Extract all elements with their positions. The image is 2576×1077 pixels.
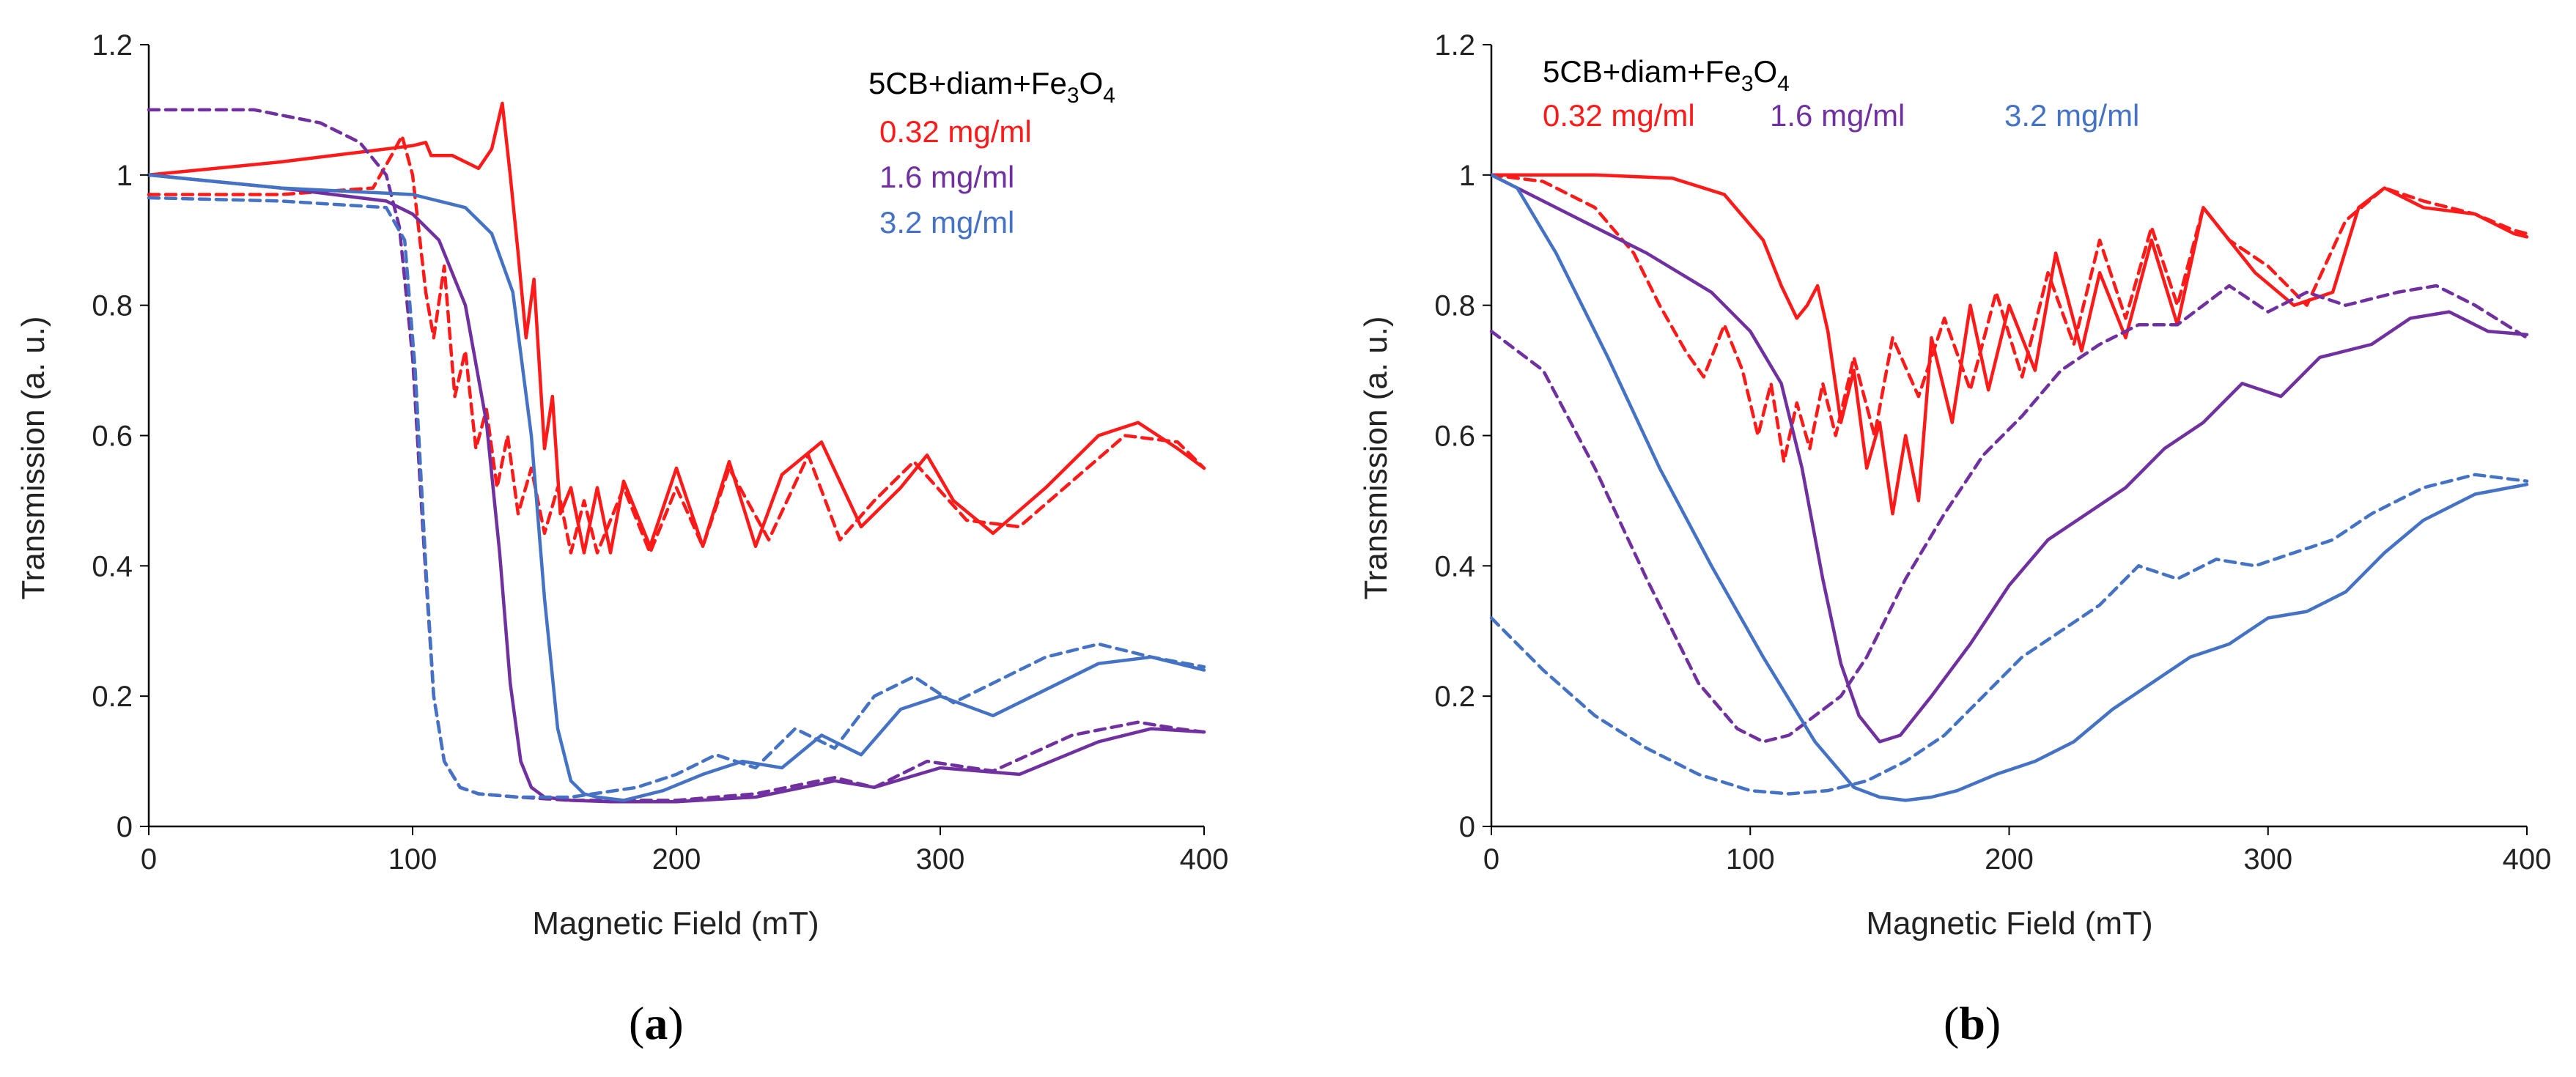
chart-panel-a: 0 100 200 300 400 0 0.2 0.4 0.6 0.8 1 1.2 Magnetic … [15, 29, 1228, 1049]
axes-b [1490, 45, 2527, 828]
legend-entry-a-2: 3.2 mg/ml [879, 205, 1014, 240]
series-line-b-5 [1489, 473, 2529, 796]
x-axis-label-b: Magnetic Field (mT) [1866, 906, 2152, 941]
y-tick-label-a-2: 0.4 [92, 550, 133, 582]
series-line-b-2 [1489, 173, 2529, 744]
x-axis-label-a: Magnetic Field (mT) [532, 906, 819, 941]
y-tick-label-a-1: 0.2 [92, 681, 133, 713]
legend-title-a: 5CB+diam+Fe3O4 [868, 66, 1115, 108]
ticks-a: 0 100 200 300 400 0 0.2 0.4 0.6 0.8 1 1.2 [92, 29, 1228, 876]
series-line-a-4 [147, 173, 1206, 802]
x-tick-label-a-2: 200 [652, 843, 701, 876]
series-line-a-3 [147, 108, 1206, 802]
panel-label-a: (a) [629, 997, 684, 1049]
y-tick-label-b-4: 0.8 [1434, 290, 1475, 322]
series-line-b-0 [1489, 173, 2529, 516]
y-axis-label-b: Transmission (a. u.) [1358, 316, 1394, 599]
series-line-b-4 [1489, 173, 2529, 802]
y-tick-label-a-5: 1 [117, 160, 133, 192]
series-line-a-0 [147, 101, 1206, 555]
legend-entry-b-0: 0.32 mg/ml [1543, 98, 1695, 133]
y-axis-label-a: Transmission (a. u.) [15, 316, 51, 599]
x-tick-label-a-1: 100 [388, 843, 438, 876]
legend-entry-a-0: 0.32 mg/ml [879, 114, 1032, 149]
y-tick-label-b-6: 1.2 [1434, 29, 1475, 62]
y-tick-label-b-1: 0.2 [1434, 681, 1475, 713]
y-tick-label-a-0: 0 [117, 811, 133, 843]
series-line-a-1 [147, 134, 1206, 555]
y-tick-label-b-2: 0.4 [1434, 550, 1475, 582]
x-tick-label-b-1: 100 [1726, 843, 1775, 876]
x-tick-label-b-0: 0 [1483, 843, 1499, 876]
y-tick-label-b-5: 1 [1459, 160, 1475, 192]
x-tick-label-a-4: 400 [1180, 843, 1229, 876]
legend-title-b: 5CB+diam+Fe3O4 [1543, 54, 1790, 96]
x-tick-label-a-3: 300 [916, 843, 965, 876]
series-layer-a [147, 101, 1206, 804]
series-line-b-3 [1489, 284, 2529, 744]
legend-entry-b-2: 3.2 mg/ml [2004, 98, 2139, 133]
series-line-a-5 [147, 196, 1206, 799]
x-tick-label-b-3: 300 [2243, 843, 2292, 876]
legend-a: 5CB+diam+Fe3O4 0.32 mg/ml 1.6 mg/ml 3.2 … [868, 66, 1115, 240]
y-tick-label-b-0: 0 [1459, 811, 1475, 843]
y-tick-label-a-6: 1.2 [92, 29, 133, 62]
y-tick-label-a-3: 0.6 [92, 421, 133, 453]
y-tick-label-b-3: 0.6 [1434, 421, 1475, 453]
y-tick-label-a-4: 0.8 [92, 290, 133, 322]
x-tick-label-b-4: 400 [2503, 843, 2552, 876]
x-tick-label-b-2: 200 [1985, 843, 2034, 876]
series-line-b-1 [1489, 173, 2529, 464]
x-tick-label-a-0: 0 [141, 843, 157, 876]
legend-entry-b-1: 1.6 mg/ml [1770, 98, 1905, 133]
legend-b: 5CB+diam+Fe3O4 0.32 mg/ml 1.6 mg/ml 3.2 … [1543, 54, 2139, 133]
series-layer-b [1489, 173, 2529, 802]
ticks-b: 0 100 200 300 400 0 0.2 0.4 0.6 0.8 1 1.2 [1434, 29, 2551, 876]
axes-a [147, 45, 1204, 828]
chart-panel-b: 0 100 200 300 400 0 0.2 0.4 0.6 0.8 1 1.2 Magnetic … [1358, 29, 2551, 1049]
panel-label-b: (b) [1944, 997, 2001, 1049]
legend-entry-a-1: 1.6 mg/ml [879, 160, 1014, 194]
